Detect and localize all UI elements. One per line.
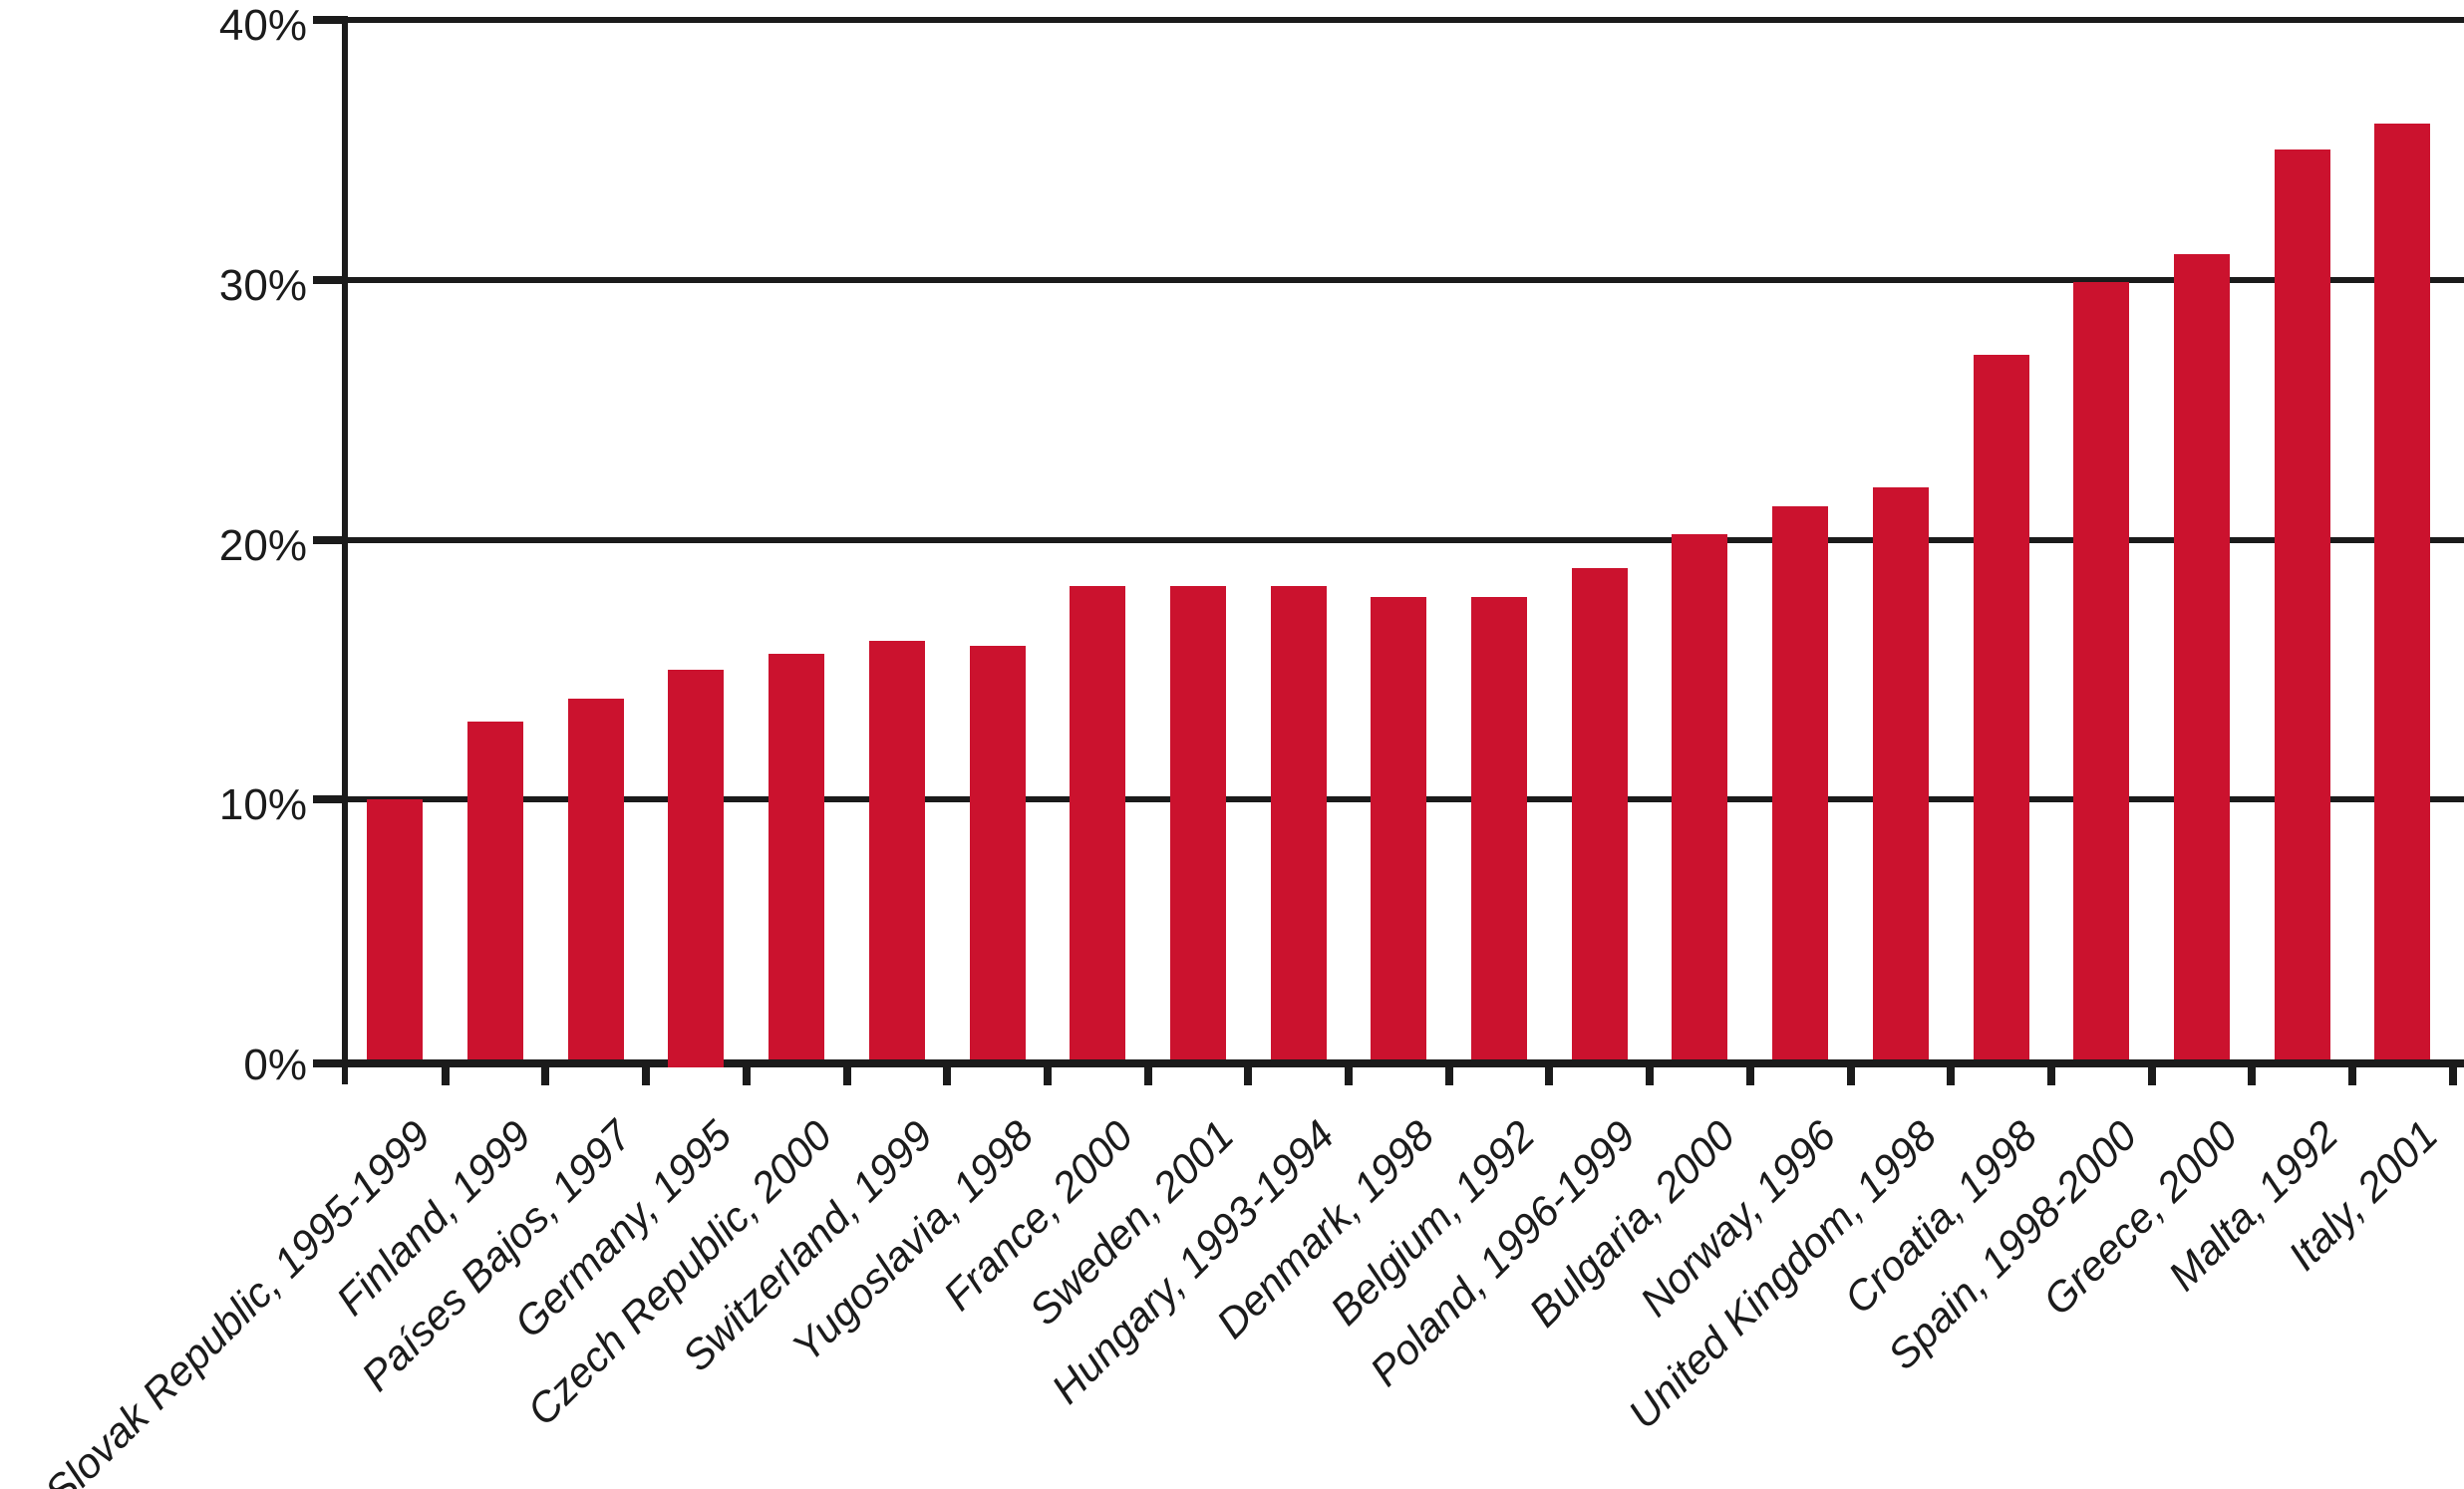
gridline-40-percent xyxy=(342,17,2464,23)
bar-yugoslavia-1998 xyxy=(969,646,1026,1059)
bar-poland-1996-1999 xyxy=(1571,568,1628,1059)
x-axis-tick xyxy=(441,1059,450,1085)
y-axis-tick-30-percent xyxy=(313,275,348,284)
bar-czech-republic-2000 xyxy=(769,654,825,1059)
bar-united-kingdom-1998 xyxy=(1872,487,1929,1059)
gridline-30-percent xyxy=(342,276,2464,283)
x-axis-tick xyxy=(1345,1059,1353,1085)
x-axis-tick xyxy=(1646,1059,1655,1085)
bar-greece-2000 xyxy=(2173,253,2230,1059)
bar-norway-1996 xyxy=(1772,505,1829,1059)
y-axis-label-20-percent: 20% xyxy=(218,520,307,570)
x-axis-tick xyxy=(2448,1059,2457,1085)
x-axis-tick xyxy=(1745,1059,1754,1085)
x-axis-tick xyxy=(1545,1059,1554,1085)
bar-belgium-1992 xyxy=(1471,596,1528,1059)
y-axis-tick-20-percent xyxy=(313,535,348,544)
y-axis-tick-40-percent xyxy=(313,16,348,24)
x-axis-tick xyxy=(2248,1059,2257,1085)
bar-malta-1992 xyxy=(2274,149,2330,1059)
bar-switzerland-1999 xyxy=(868,641,925,1059)
bar-denmark-1998 xyxy=(1371,596,1427,1059)
gridline-20-percent xyxy=(342,536,2464,543)
y-axis-label-40-percent: 40% xyxy=(218,1,307,50)
y-axis-label-10-percent: 10% xyxy=(218,780,307,830)
x-axis-tick xyxy=(1947,1059,1956,1085)
x-axis-tick xyxy=(943,1059,952,1085)
y-axis-tick-10-percent xyxy=(313,795,348,804)
x-axis-tick xyxy=(1043,1059,1052,1085)
x-axis-tick xyxy=(742,1059,751,1085)
x-axis-tick xyxy=(1444,1059,1453,1085)
bar-italy-2001 xyxy=(2374,124,2431,1059)
bar-slovak-republic-1995-1999 xyxy=(367,799,424,1059)
bar-croatia-1998 xyxy=(1973,355,2029,1059)
x-axis-tick xyxy=(1244,1059,1253,1085)
bar-spain-1998-2000 xyxy=(2073,282,2130,1059)
x-axis-tick xyxy=(2348,1059,2356,1085)
x-axis-tick xyxy=(642,1059,651,1085)
bar-france-2000 xyxy=(1070,586,1126,1059)
x-axis-tick xyxy=(1143,1059,1152,1085)
y-axis-label-30-percent: 30% xyxy=(218,260,307,310)
x-axis-line xyxy=(313,1059,2464,1067)
y-axis-label-0-percent: 0% xyxy=(243,1041,307,1089)
bar-hungary-1993-1994 xyxy=(1270,586,1327,1059)
x-axis-tick xyxy=(1846,1059,1855,1085)
x-axis-tick xyxy=(2046,1059,2055,1085)
y-axis-line xyxy=(342,17,348,1084)
x-axis-tick xyxy=(541,1059,550,1085)
x-axis-tick xyxy=(2147,1059,2156,1085)
bar-sweden-2001 xyxy=(1169,586,1226,1059)
bar-pa-ses-bajos-1997 xyxy=(567,698,624,1059)
bar-germany-1995 xyxy=(668,669,725,1067)
x-axis-tick xyxy=(842,1059,851,1085)
bar-finland-1999 xyxy=(467,722,524,1059)
bar-bulgaria-2000 xyxy=(1672,534,1728,1059)
